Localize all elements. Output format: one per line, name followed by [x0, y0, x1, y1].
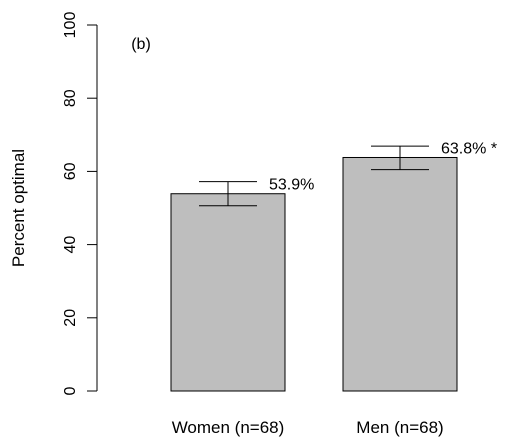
- x-category-label: Men (n=68): [356, 418, 443, 437]
- y-tick-label: 20: [62, 309, 79, 327]
- x-category-label: Women (n=68): [172, 418, 285, 437]
- y-tick-label: 60: [62, 162, 79, 180]
- y-axis-label: Percent optimal: [9, 149, 28, 267]
- y-tick-label: 100: [62, 12, 79, 39]
- bar: [170, 193, 286, 392]
- panel-label: (b): [131, 36, 151, 53]
- bar: [342, 156, 458, 392]
- y-axis: 0 20 40 60 80 100: [62, 12, 98, 395]
- value-label: 63.8% *: [441, 140, 497, 157]
- y-tick-label: 40: [62, 236, 79, 254]
- bars: 53.9% 63.8% *: [170, 140, 497, 392]
- y-tick-label: 80: [62, 89, 79, 107]
- y-tick-label: 0: [62, 386, 79, 395]
- category-labels: Women (n=68) Men (n=68): [172, 418, 444, 437]
- value-label: 53.9%: [269, 177, 314, 194]
